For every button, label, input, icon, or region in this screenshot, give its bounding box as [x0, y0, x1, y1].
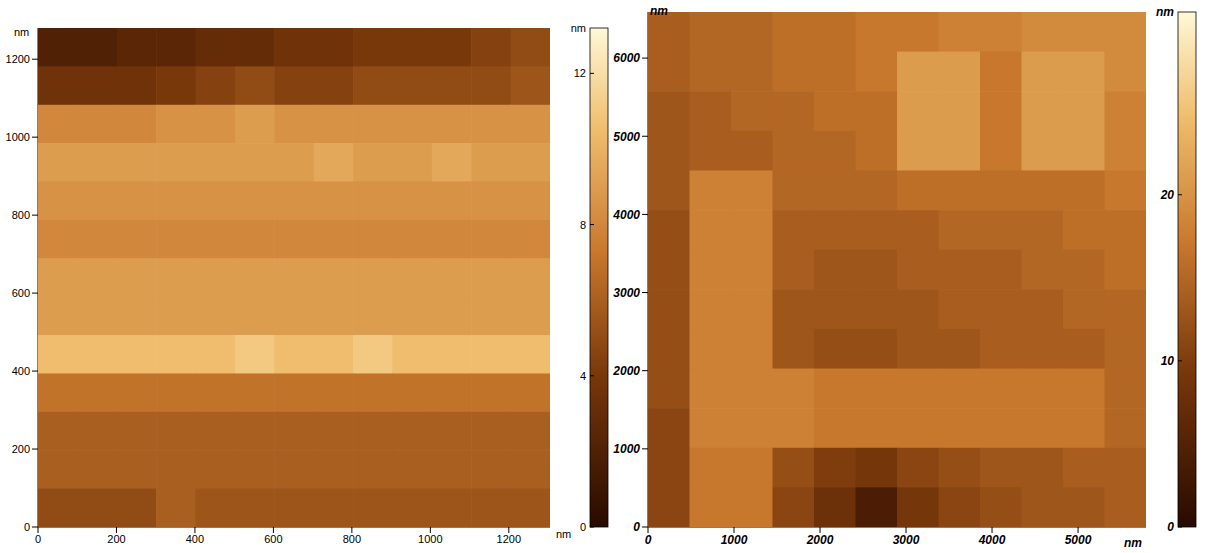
- svg-text:2000: 2000: [806, 533, 834, 547]
- svg-text:1200: 1200: [6, 53, 30, 65]
- svg-text:8: 8: [580, 219, 586, 231]
- svg-text:6000: 6000: [613, 51, 640, 65]
- svg-text:nm: nm: [1156, 5, 1174, 19]
- svg-text:10: 10: [1161, 354, 1175, 368]
- svg-text:3000: 3000: [613, 286, 640, 300]
- html-text:nm: nm: [14, 26, 30, 38]
- svg-text:400: 400: [186, 533, 204, 545]
- svg-text:1000: 1000: [613, 442, 640, 456]
- html-text:nm: nm: [650, 4, 668, 18]
- svg-text:1000: 1000: [6, 131, 30, 143]
- svg-text:0: 0: [35, 533, 41, 545]
- html-text:nm: nm: [556, 528, 572, 540]
- svg-text:0: 0: [633, 520, 640, 534]
- svg-text:1000: 1000: [418, 533, 442, 545]
- svg-text:nm: nm: [571, 22, 586, 34]
- svg-text:0: 0: [580, 521, 586, 533]
- svg-text:400: 400: [12, 365, 30, 377]
- svg-text:1200: 1200: [497, 533, 521, 545]
- html-text:nm: nm: [1124, 536, 1142, 550]
- svg-text:600: 600: [12, 287, 30, 299]
- svg-text:200: 200: [107, 533, 125, 545]
- svg-text:5000: 5000: [613, 130, 640, 144]
- svg-text:1000: 1000: [721, 533, 748, 547]
- svg-text:0: 0: [1167, 520, 1174, 534]
- svg-text:12: 12: [574, 67, 586, 79]
- svg-text:800: 800: [12, 209, 30, 221]
- svg-text:4: 4: [580, 370, 586, 382]
- svg-text:0: 0: [645, 533, 652, 547]
- svg-text:4000: 4000: [612, 208, 640, 222]
- svg-text:4000: 4000: [978, 533, 1006, 547]
- svg-text:3000: 3000: [893, 533, 920, 547]
- svg-text:20: 20: [1160, 188, 1175, 202]
- svg-text:5000: 5000: [1065, 533, 1092, 547]
- svg-text:200: 200: [12, 443, 30, 455]
- svg-text:2000: 2000: [612, 364, 640, 378]
- svg-text:800: 800: [343, 533, 361, 545]
- svg-text:600: 600: [264, 533, 282, 545]
- svg-text:0: 0: [24, 521, 30, 533]
